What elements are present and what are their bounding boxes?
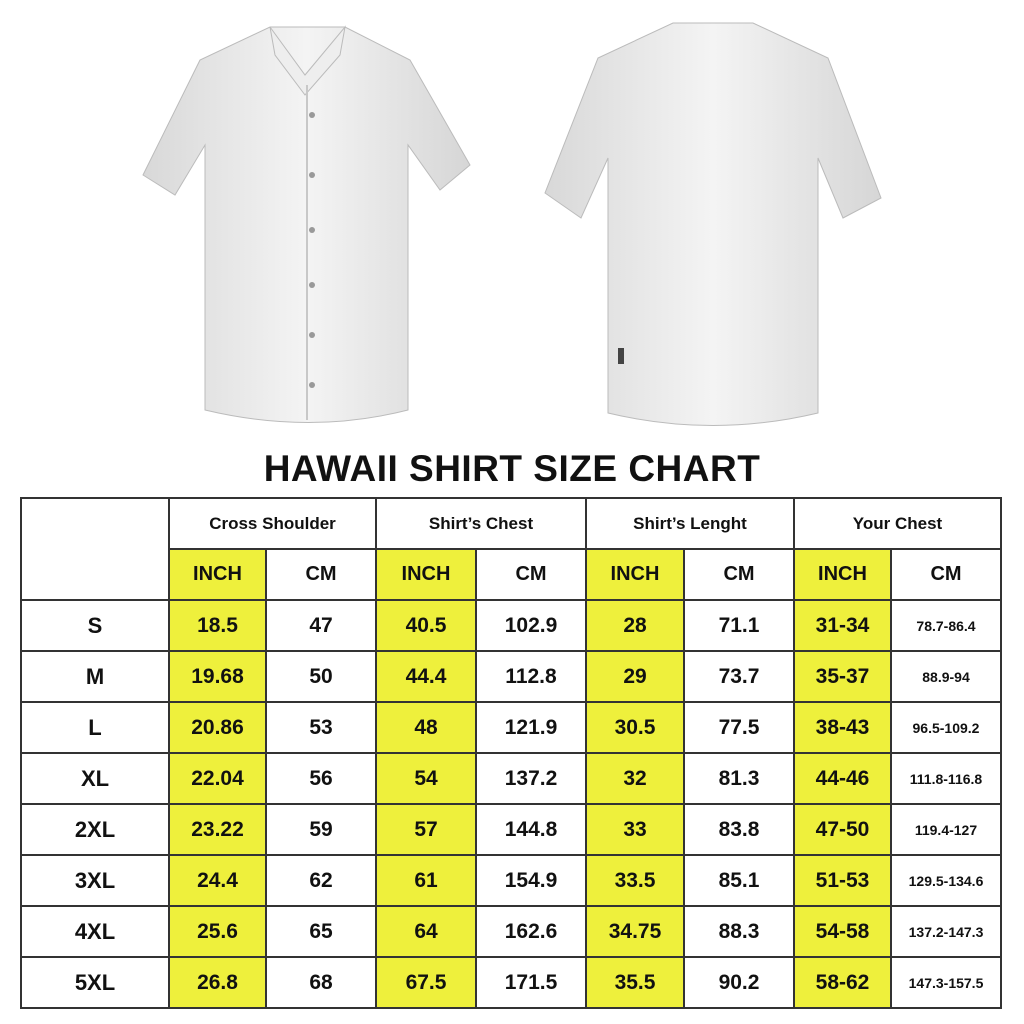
cm-value: 59 bbox=[265, 803, 377, 856]
inch-value: 54 bbox=[375, 752, 477, 805]
inch-value: 19.68 bbox=[168, 650, 267, 703]
table-row: 3XL 24.4 62 61 154.9 33.5 85.1 51-53 129.5-134.6 bbox=[20, 854, 1002, 907]
inch-value: 30.5 bbox=[585, 701, 685, 754]
inch-value: 35-37 bbox=[793, 650, 892, 703]
inch-value: 34.75 bbox=[585, 905, 685, 958]
cm-value: 171.5 bbox=[475, 956, 587, 1009]
size-label: 2XL bbox=[20, 803, 170, 856]
inch-value: 20.86 bbox=[168, 701, 267, 754]
cm-value: 88.9-94 bbox=[890, 650, 1002, 703]
inch-value: 47-50 bbox=[793, 803, 892, 856]
table-row: M 19.68 50 44.4 112.8 29 73.7 35-37 88.9-94 bbox=[20, 650, 1002, 703]
inch-value: 51-53 bbox=[793, 854, 892, 907]
size-chart-table: Cross Shoulder Shirt’s Chest Shirt’s Lengh… bbox=[20, 497, 1002, 1009]
table-row: 4XL 25.6 65 64 162.6 34.75 88.3 54-58 137.2-147.… bbox=[20, 905, 1002, 958]
size-label: 3XL bbox=[20, 854, 170, 907]
column-group-header: Shirt’s Chest bbox=[375, 497, 587, 550]
cm-value: 88.3 bbox=[683, 905, 795, 958]
inch-value: 33 bbox=[585, 803, 685, 856]
cm-value: 83.8 bbox=[683, 803, 795, 856]
inch-value: 31-34 bbox=[793, 599, 892, 652]
cm-value: 129.5-134.6 bbox=[890, 854, 1002, 907]
inch-value: 58-62 bbox=[793, 956, 892, 1009]
unit-header-cm: CM bbox=[683, 548, 795, 601]
header-row-groups: Cross Shoulder Shirt’s Chest Shirt’s Lengh… bbox=[20, 497, 1002, 601]
cm-value: 81.3 bbox=[683, 752, 795, 805]
unit-header-cm: CM bbox=[890, 548, 1002, 601]
inch-value: 64 bbox=[375, 905, 477, 958]
unit-header-inch: INCH bbox=[375, 548, 477, 601]
unit-header-cm: CM bbox=[475, 548, 587, 601]
inch-value: 25.6 bbox=[168, 905, 267, 958]
table-row: 5XL 26.8 68 67.5 171.5 35.5 90.2 58-62 147.3-157… bbox=[20, 956, 1002, 1009]
size-label: L bbox=[20, 701, 170, 754]
size-label: 5XL bbox=[20, 956, 170, 1009]
cm-value: 68 bbox=[265, 956, 377, 1009]
inch-value: 23.22 bbox=[168, 803, 267, 856]
inch-value: 28 bbox=[585, 599, 685, 652]
cm-value: 96.5-109.2 bbox=[890, 701, 1002, 754]
size-label: M bbox=[20, 650, 170, 703]
inch-value: 26.8 bbox=[168, 956, 267, 1009]
cm-value: 85.1 bbox=[683, 854, 795, 907]
inch-value: 18.5 bbox=[168, 599, 267, 652]
inch-value: 57 bbox=[375, 803, 477, 856]
cm-value: 111.8-116.8 bbox=[890, 752, 1002, 805]
cm-value: 121.9 bbox=[475, 701, 587, 754]
inch-value: 61 bbox=[375, 854, 477, 907]
cm-value: 144.8 bbox=[475, 803, 587, 856]
cm-value: 112.8 bbox=[475, 650, 587, 703]
inch-value: 54-58 bbox=[793, 905, 892, 958]
shirt-front-image bbox=[142, 25, 471, 423]
cm-value: 137.2 bbox=[475, 752, 587, 805]
unit-header-cm: CM bbox=[265, 548, 377, 601]
inch-value: 29 bbox=[585, 650, 685, 703]
cm-value: 77.5 bbox=[683, 701, 795, 754]
header-row-units: INCH CM INCH CM INCH CM INCH CM bbox=[21, 548, 1002, 601]
cm-value: 50 bbox=[265, 650, 377, 703]
unit-header-inch: INCH bbox=[585, 548, 685, 601]
cm-value: 78.7-86.4 bbox=[890, 599, 1002, 652]
cm-value: 62 bbox=[265, 854, 377, 907]
cm-value: 73.7 bbox=[683, 650, 795, 703]
inch-value: 32 bbox=[585, 752, 685, 805]
table-row: 2XL 23.22 59 57 144.8 33 83.8 47-50 119.4-127 bbox=[20, 803, 1002, 856]
cm-value: 119.4-127 bbox=[890, 803, 1002, 856]
column-group-header: Cross Shoulder bbox=[168, 497, 377, 550]
cm-value: 137.2-147.3 bbox=[890, 905, 1002, 958]
unit-header-inch: INCH bbox=[793, 548, 892, 601]
size-chart-title: HAWAII SHIRT SIZE CHART bbox=[263, 448, 761, 489]
inch-value: 22.04 bbox=[168, 752, 267, 805]
cm-value: 53 bbox=[265, 701, 377, 754]
inch-value: 24.4 bbox=[168, 854, 267, 907]
cm-value: 102.9 bbox=[475, 599, 587, 652]
column-group-header: Shirt’s Lenght bbox=[585, 497, 795, 550]
inch-value: 48 bbox=[375, 701, 477, 754]
corner-cell bbox=[20, 497, 170, 601]
inch-value: 44-46 bbox=[793, 752, 892, 805]
inch-value: 40.5 bbox=[375, 599, 477, 652]
cm-value: 56 bbox=[265, 752, 377, 805]
cm-value: 47 bbox=[265, 599, 377, 652]
cm-value: 65 bbox=[265, 905, 377, 958]
shirt-back-image bbox=[544, 22, 882, 426]
inch-value: 38-43 bbox=[793, 701, 892, 754]
cm-value: 71.1 bbox=[683, 599, 795, 652]
cm-value: 154.9 bbox=[475, 854, 587, 907]
cm-value: 147.3-157.5 bbox=[890, 956, 1002, 1009]
size-label: S bbox=[20, 599, 170, 652]
size-label: 4XL bbox=[20, 905, 170, 958]
size-label: XL bbox=[20, 752, 170, 805]
unit-header-inch: INCH bbox=[168, 548, 267, 601]
column-group-header: Your Chest bbox=[793, 497, 1002, 550]
table-row: S 18.5 47 40.5 102.9 28 71.1 31-34 78.7-86.4 bbox=[20, 599, 1002, 652]
cm-value: 90.2 bbox=[683, 956, 795, 1009]
cm-value: 162.6 bbox=[475, 905, 587, 958]
inch-value: 44.4 bbox=[375, 650, 477, 703]
table-row: L 20.86 53 48 121.9 30.5 77.5 38-43 96.5-109.2 bbox=[20, 701, 1002, 754]
inch-value: 33.5 bbox=[585, 854, 685, 907]
table-row: XL 22.04 56 54 137.2 32 81.3 44-46 111.8-116.8 bbox=[20, 752, 1002, 805]
inch-value: 67.5 bbox=[375, 956, 477, 1009]
inch-value: 35.5 bbox=[585, 956, 685, 1009]
